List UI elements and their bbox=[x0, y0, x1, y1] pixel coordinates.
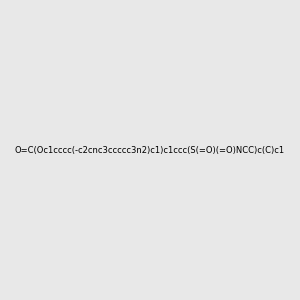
Text: O=C(Oc1cccc(-c2cnc3ccccc3n2)c1)c1ccc(S(=O)(=O)NCC)c(C)c1: O=C(Oc1cccc(-c2cnc3ccccc3n2)c1)c1ccc(S(=… bbox=[15, 146, 285, 154]
